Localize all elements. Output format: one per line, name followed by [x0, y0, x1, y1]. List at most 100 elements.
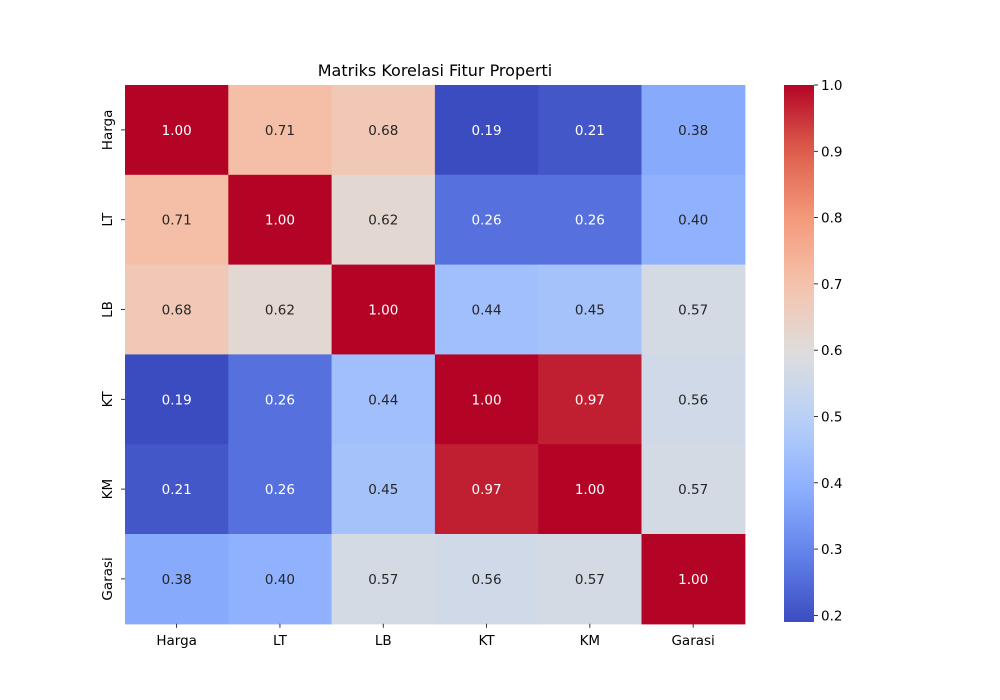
heatmap-cell	[125, 534, 229, 625]
heatmap-cell	[538, 174, 643, 266]
cell-value-label: 0.40	[265, 572, 295, 588]
y-tick-label: Harga	[100, 110, 116, 151]
cell-value-label: 0.44	[368, 392, 398, 408]
cell-value-label: 0.68	[162, 303, 192, 319]
cell-value-label: 0.21	[162, 482, 192, 498]
heatmap-cell	[641, 264, 746, 355]
heatmap-cell	[434, 534, 539, 625]
cell-value-label: 0.19	[162, 392, 192, 408]
heatmap-cell	[228, 354, 333, 445]
cell-value-label: 1.00	[368, 303, 398, 319]
heatmap-cell	[641, 444, 746, 535]
heatmap-cell	[331, 444, 436, 535]
colorbar-tick-label: 0.6	[821, 343, 842, 359]
heatmap-cell	[228, 85, 333, 176]
x-tick-label: KT	[479, 633, 496, 649]
cell-value-label: 0.26	[265, 392, 295, 408]
cell-value-label: 0.56	[472, 572, 502, 588]
heatmap-cell	[434, 354, 539, 445]
cell-value-label: 0.45	[368, 482, 398, 498]
cell-value-label: 0.57	[575, 572, 605, 588]
heatmap-cell	[434, 85, 539, 176]
cell-value-label: 0.62	[265, 303, 295, 319]
heatmap-cell	[538, 534, 643, 625]
chart-title: Matriks Korelasi Fitur Properti	[318, 61, 553, 80]
heatmap-cell	[228, 264, 333, 355]
cell-value-label: 0.21	[575, 123, 605, 139]
colorbar-tick-label: 0.4	[821, 476, 842, 492]
heatmap-cell	[641, 85, 746, 176]
cell-value-label: 0.26	[265, 482, 295, 498]
x-tick-label: Garasi	[671, 633, 714, 649]
colorbar-ticks: 0.2 0.3 0.4 0.5 0.6 0.7 0.8 0.9 1.0	[814, 78, 842, 624]
cell-value-label: 0.97	[472, 482, 502, 498]
heatmap-cell	[331, 264, 436, 355]
cell-value-label: 0.97	[575, 392, 605, 408]
cell-value-label: 0.44	[472, 303, 502, 319]
heatmap-cell	[125, 174, 229, 266]
colorbar-tick-label: 0.3	[821, 542, 842, 558]
heatmap-cell	[538, 264, 643, 355]
heatmap-cell	[538, 354, 643, 445]
heatmap-cell	[434, 264, 539, 355]
y-axis: Harga LT LB KT KM Garasi	[100, 110, 125, 601]
heatmap-cell	[538, 444, 643, 535]
cell-value-label: 0.26	[472, 213, 502, 229]
y-tick-label: Garasi	[100, 557, 116, 600]
y-tick-label: KM	[100, 479, 116, 500]
cell-value-label: 1.00	[265, 213, 295, 229]
heatmap-cells: 1.00 0.71 0.68 0.19 0.21 0.38 0.71 1.00 0.62 0.26…	[125, 85, 746, 625]
cell-value-label: 0.38	[162, 572, 192, 588]
cell-value-label: 0.56	[678, 392, 708, 408]
cell-value-label: 0.38	[678, 123, 708, 139]
x-axis: Harga LT LB KT KM Garasi	[156, 623, 715, 649]
cell-value-label: 0.40	[678, 213, 708, 229]
heatmap-cell	[125, 444, 229, 535]
heatmap-cell	[228, 444, 333, 535]
heatmap-cell	[125, 354, 229, 445]
cell-value-label: 0.57	[368, 572, 398, 588]
heatmap-cell	[228, 174, 333, 266]
y-tick-label: LT	[100, 212, 116, 227]
colorbar-tick-label: 1.0	[821, 78, 842, 94]
cell-value-label: 0.57	[678, 482, 708, 498]
colorbar-tick-label: 0.8	[821, 211, 842, 227]
heatmap-cell	[125, 85, 229, 176]
heatmap-cell	[331, 174, 436, 266]
heatmap-cell	[125, 264, 229, 355]
cell-value-label: 0.19	[472, 123, 502, 139]
colorbar-tick-label: 0.9	[821, 144, 842, 160]
heatmap-cell	[331, 354, 436, 445]
heatmap-cell	[331, 85, 436, 176]
colorbar-gradient	[784, 85, 814, 622]
cell-value-label: 0.68	[368, 123, 398, 139]
cell-value-label: 0.71	[265, 123, 295, 139]
heatmap-cell	[434, 444, 539, 535]
cell-value-label: 1.00	[472, 392, 502, 408]
cell-value-label: 0.57	[678, 303, 708, 319]
cell-value-label: 0.26	[575, 213, 605, 229]
heatmap-cell	[641, 354, 746, 445]
x-tick-label: KM	[580, 633, 601, 649]
colorbar-tick-label: 0.7	[821, 277, 842, 293]
cell-value-label: 1.00	[162, 123, 192, 139]
x-tick-label: Harga	[156, 633, 197, 649]
y-tick-label: LB	[100, 301, 116, 318]
y-tick-label: KT	[100, 391, 116, 408]
cell-value-label: 0.45	[575, 303, 605, 319]
colorbar-tick-label: 0.2	[821, 608, 842, 624]
cell-value-label: 0.71	[162, 213, 192, 229]
cell-value-label: 0.62	[368, 213, 398, 229]
x-tick-label: LB	[375, 633, 392, 649]
heatmap-cell	[641, 174, 746, 266]
colorbar: 0.2 0.3 0.4 0.5 0.6 0.7 0.8 0.9 1.0	[784, 78, 842, 624]
heatmap-cell	[228, 534, 333, 625]
heatmap-cell	[434, 174, 539, 266]
x-tick-label: LT	[273, 633, 288, 649]
cell-value-label: 1.00	[575, 482, 605, 498]
heatmap-cell	[331, 534, 436, 625]
colorbar-tick-label: 0.5	[821, 409, 842, 425]
cell-value-label: 1.00	[678, 572, 708, 588]
heatmap-cell	[538, 85, 643, 176]
